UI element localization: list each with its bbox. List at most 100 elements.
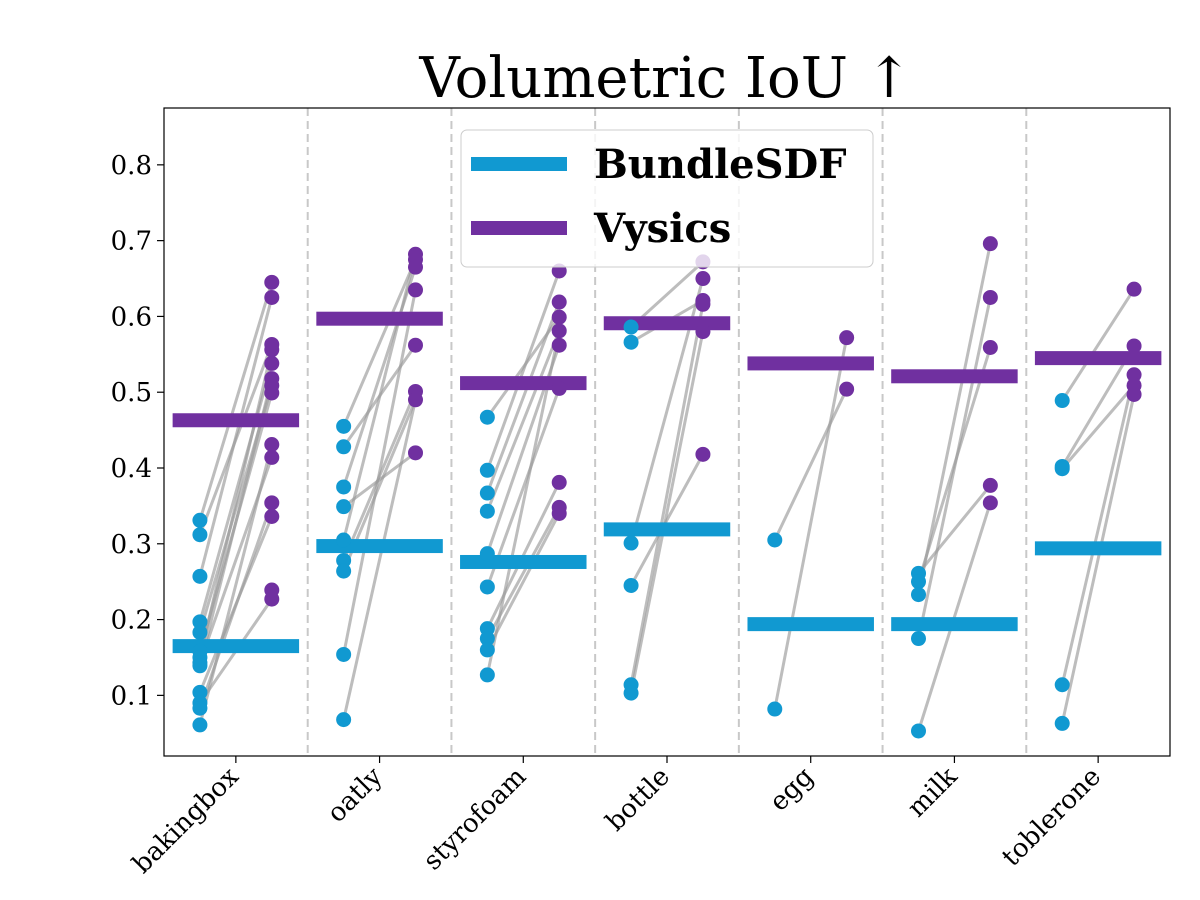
point-vysics — [551, 309, 567, 325]
point-bundlesdf — [479, 546, 495, 562]
point-vysics — [839, 381, 855, 397]
pair-line — [917, 242, 992, 597]
mean-bar-vysics-toblerone — [1034, 351, 1162, 366]
legend: BundleSDF Vysics — [460, 129, 874, 268]
pair-line — [342, 288, 417, 656]
point-vysics — [1126, 281, 1142, 297]
point-vysics — [982, 289, 998, 305]
pair-line — [485, 511, 561, 652]
point-bundlesdf — [911, 631, 926, 647]
x-tick-label-toblerone: toblerone — [996, 762, 1107, 873]
pair-line — [342, 398, 417, 722]
point-bundlesdf — [192, 700, 208, 716]
point-vysics — [551, 505, 567, 521]
y-tick-label: 0.2 — [111, 606, 152, 636]
point-bundlesdf — [192, 614, 208, 630]
y-tick-label: 0.8 — [111, 151, 152, 181]
mean-bars — [172, 311, 1162, 654]
point-bundlesdf — [192, 512, 208, 528]
point-bundlesdf — [336, 646, 352, 662]
pair-line — [485, 300, 561, 495]
pair-line — [917, 295, 992, 641]
x-axis: bakingbox oatly styrofoam bottle egg milk tobl… — [127, 756, 1107, 880]
point-vysics — [1126, 386, 1142, 402]
pair-line — [485, 386, 561, 589]
point-vysics — [551, 380, 567, 396]
point-vysics — [408, 337, 423, 353]
chart-title: Volumetric IoU ↑ — [418, 46, 912, 111]
pair-line — [198, 443, 274, 727]
point-bundlesdf — [336, 552, 352, 568]
point-bundlesdf — [623, 535, 639, 551]
point-bundlesdf — [336, 563, 352, 579]
data-points — [192, 236, 1142, 739]
point-vysics — [264, 385, 280, 401]
point-bundlesdf — [336, 532, 352, 548]
point-vysics — [1126, 367, 1142, 383]
point-vysics — [839, 330, 855, 346]
point-vysics — [264, 509, 280, 525]
point-vysics — [264, 355, 280, 371]
mean-bar-vysics-bakingbox — [172, 413, 300, 428]
point-bundlesdf — [911, 723, 926, 739]
point-vysics — [264, 591, 280, 607]
x-tick-label-bottle: bottle — [600, 762, 676, 838]
point-bundlesdf — [911, 574, 926, 590]
point-vysics — [551, 474, 567, 490]
y-tick-label: 0.7 — [111, 227, 152, 257]
point-bundlesdf — [1054, 677, 1070, 693]
mean-bar-vysics-bottle — [603, 316, 731, 331]
point-bundlesdf — [1054, 461, 1070, 477]
point-vysics — [551, 294, 567, 310]
point-vysics — [264, 274, 280, 290]
pair-line — [1060, 344, 1136, 468]
point-vysics — [264, 495, 280, 511]
point-bundlesdf — [336, 712, 352, 728]
point-bundlesdf — [767, 532, 783, 548]
pair-line — [1060, 392, 1136, 725]
point-bundlesdf — [192, 624, 208, 640]
point-bundlesdf — [336, 418, 352, 434]
point-bundlesdf — [192, 684, 208, 700]
pair-line — [629, 260, 705, 329]
x-tick-label-oatly: oatly — [322, 762, 389, 829]
y-tick-label: 0.1 — [111, 681, 152, 711]
point-bundlesdf — [479, 642, 495, 658]
point-vysics — [264, 449, 280, 465]
mean-bar-vysics-egg — [747, 356, 874, 371]
legend-label-vysics: Vysics — [593, 205, 731, 252]
point-bundlesdf — [1054, 393, 1070, 409]
pair-line — [198, 348, 274, 659]
point-bundlesdf — [767, 701, 783, 717]
pair-line — [342, 252, 417, 542]
mean-bar-bundlesdf-egg — [747, 617, 874, 632]
point-bundlesdf — [623, 685, 639, 701]
point-vysics — [264, 289, 280, 305]
x-tick-label-egg: egg — [764, 762, 820, 818]
point-bundlesdf — [192, 568, 208, 584]
y-tick-label: 0.5 — [111, 378, 152, 408]
mean-bar-bundlesdf-milk — [891, 617, 1018, 632]
point-vysics — [551, 323, 567, 339]
mean-bar-vysics-oatly — [316, 311, 443, 326]
point-bundlesdf — [192, 527, 208, 543]
mean-bar-bundlesdf-bottle — [603, 522, 731, 537]
point-vysics — [264, 437, 280, 453]
point-vysics — [982, 495, 998, 511]
point-bundlesdf — [623, 319, 639, 335]
point-vysics — [982, 477, 998, 493]
point-bundlesdf — [336, 479, 352, 495]
point-vysics — [408, 259, 423, 275]
point-vysics — [982, 339, 998, 355]
y-tick-label: 0.6 — [111, 302, 152, 332]
legend-swatch-vysics — [471, 221, 567, 235]
mean-bar-vysics-milk — [891, 369, 1018, 384]
point-bundlesdf — [192, 717, 208, 733]
point-vysics — [408, 445, 423, 461]
mean-bar-bundlesdf-styrofoam — [460, 554, 587, 569]
point-bundlesdf — [336, 499, 352, 515]
point-bundlesdf — [479, 409, 495, 425]
point-bundlesdf — [479, 503, 495, 519]
point-vysics — [551, 337, 567, 353]
point-vysics — [982, 236, 998, 252]
